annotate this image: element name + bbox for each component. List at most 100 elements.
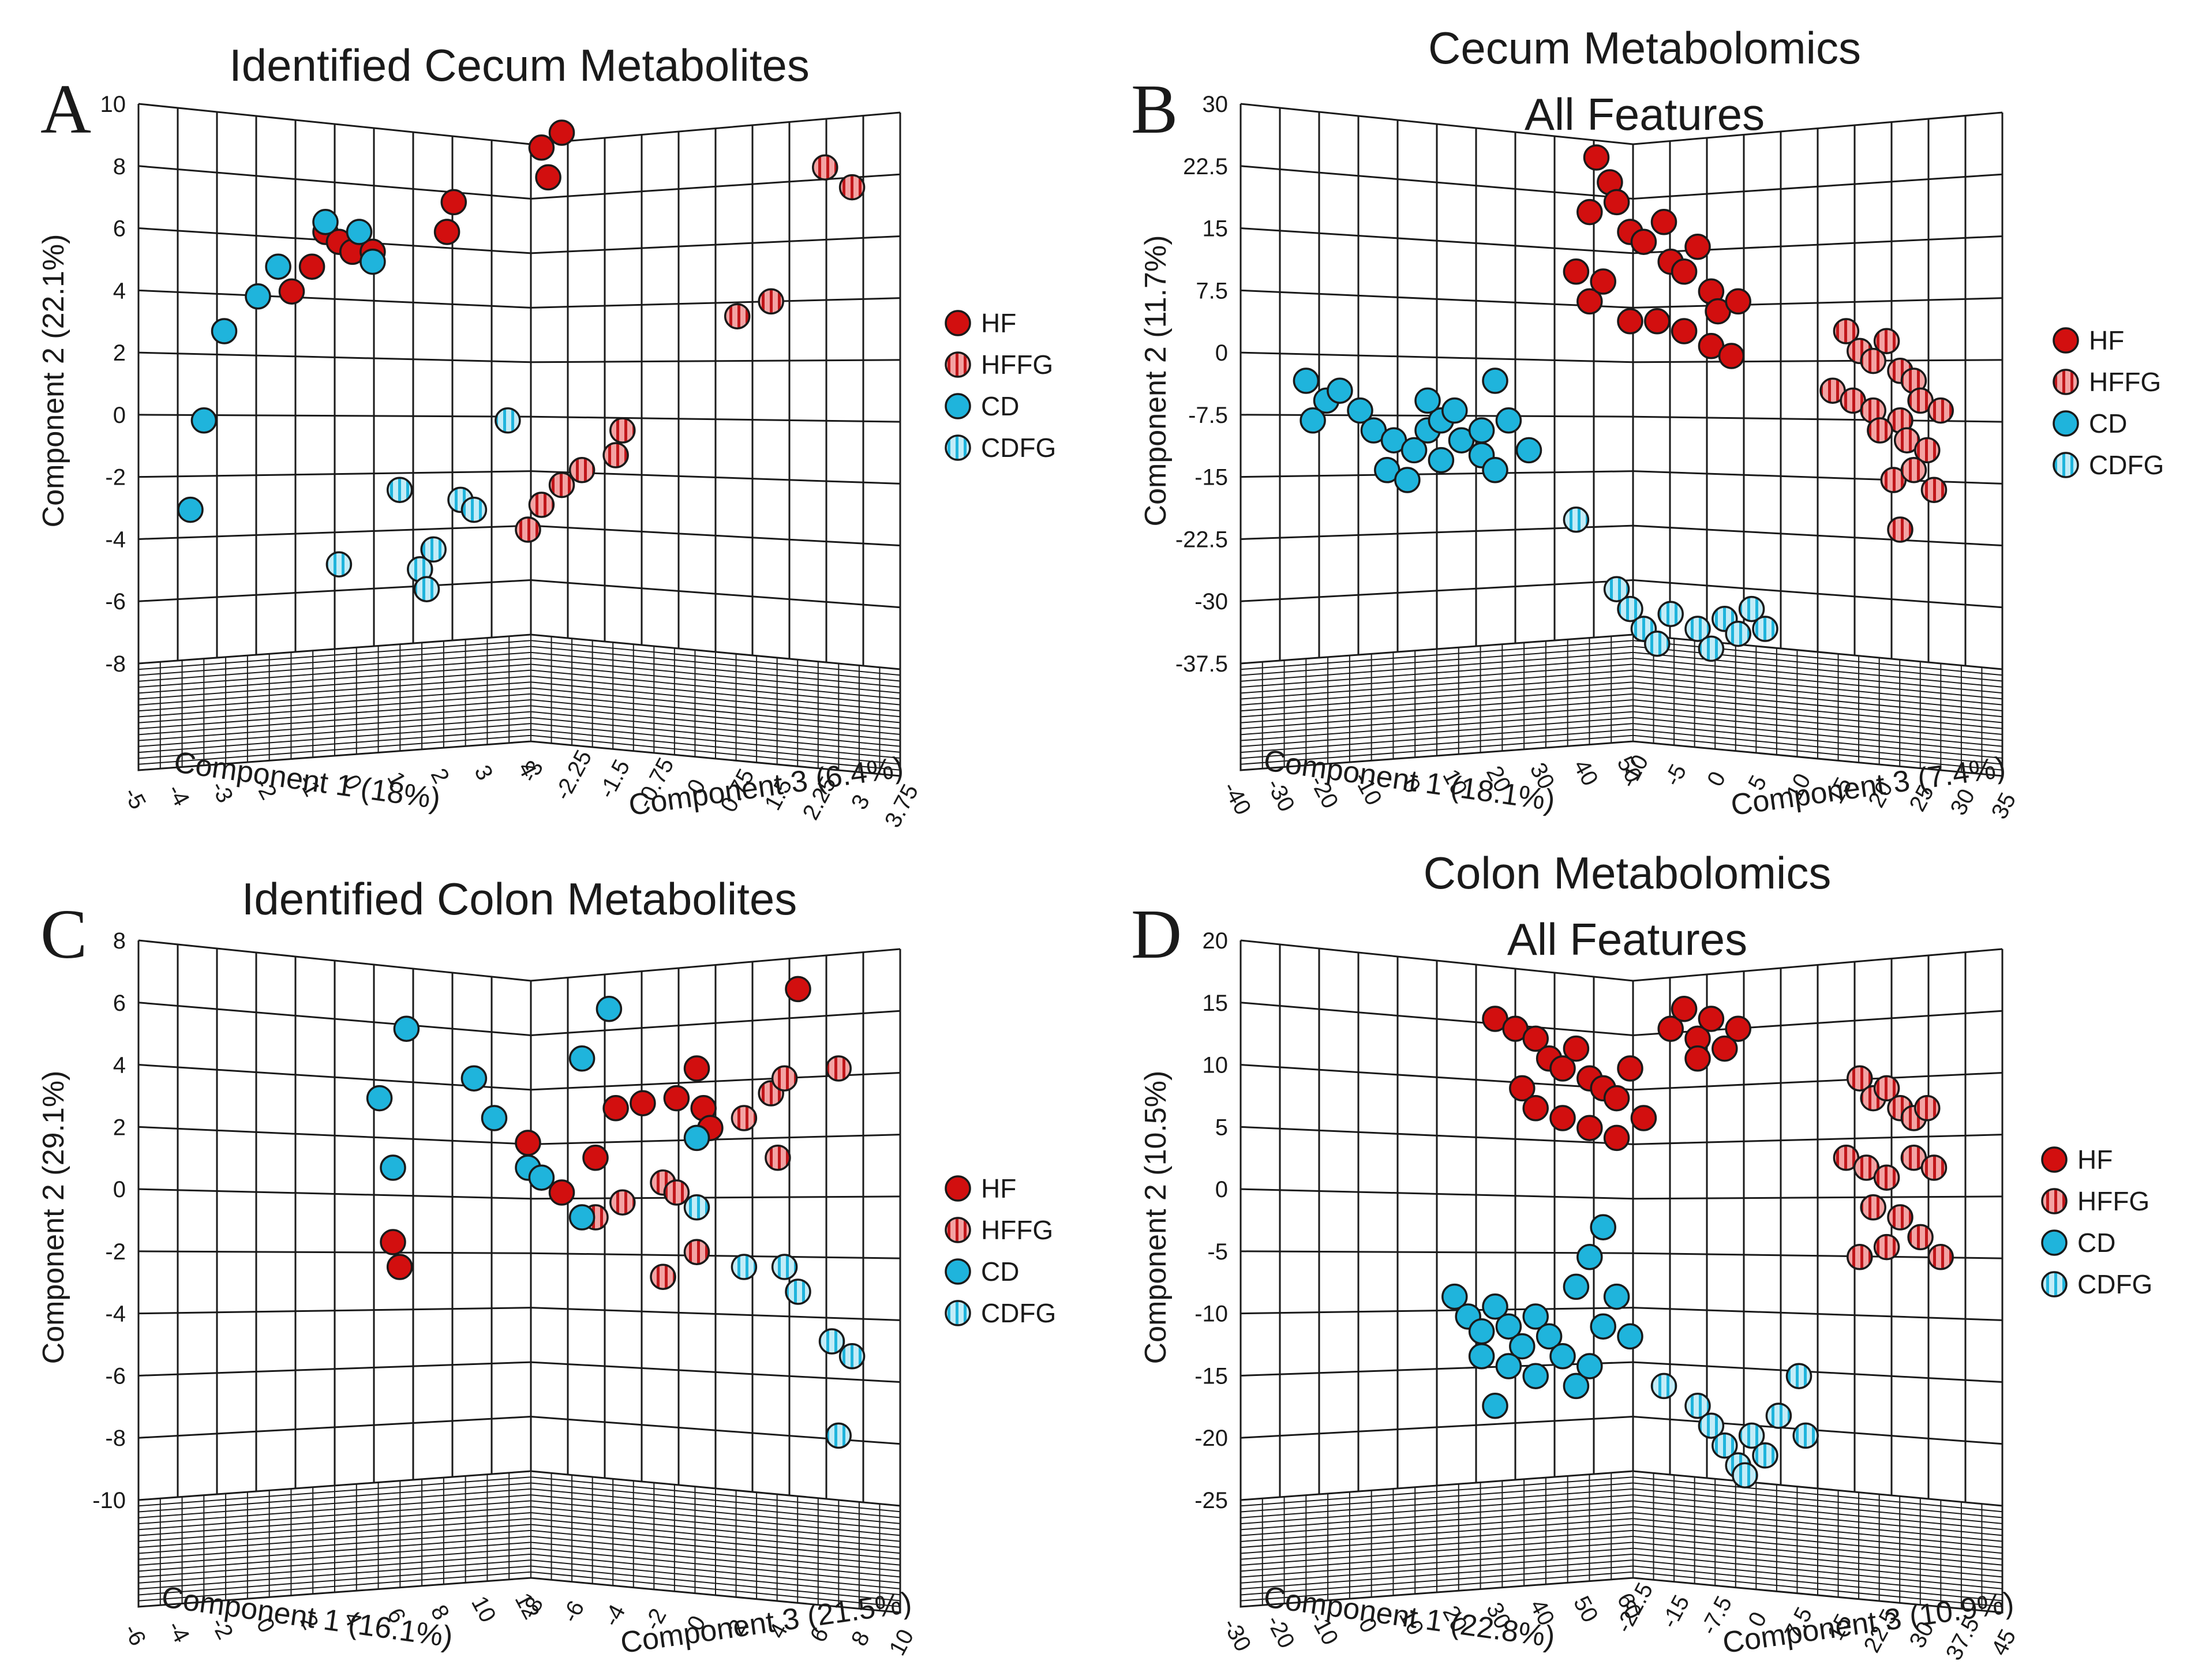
legend-label-cdfg: CDFG [981, 1298, 1056, 1328]
data-point-hf [1522, 1025, 1549, 1052]
data-point-cd [1441, 397, 1468, 424]
data-point-hffg [1873, 1075, 1900, 1102]
legend-label-hf: HF [2089, 325, 2124, 355]
floor-line [1632, 717, 2003, 753]
floor-line [1240, 1518, 1634, 1548]
x-tick-label: 10 [466, 1592, 501, 1626]
y-tick-label: -6 [105, 1363, 126, 1389]
data-point-hffg [1907, 1224, 1934, 1251]
data-point-cd [1394, 467, 1421, 493]
floor-line [1632, 681, 2003, 718]
panel-letter-b: B [1131, 70, 1178, 148]
data-point-cd [460, 1065, 488, 1092]
floor-line [530, 1512, 901, 1548]
y-tick-label: 15 [1203, 991, 1229, 1016]
data-point-cdfg [1698, 1412, 1725, 1439]
data-point-cd [1468, 417, 1495, 444]
y-tick-label: 2 [113, 1115, 126, 1140]
data-point-hf [663, 1085, 690, 1112]
y-axis-label: Component 2 (22.1%) [37, 234, 70, 528]
floor-line [1632, 663, 2003, 700]
data-point-cdfg [818, 1328, 845, 1355]
floor-line [138, 687, 531, 718]
panel-a: A Identified Cecum Metabolites -8 -6 -4 -2 0 2 4… [37, 40, 1056, 832]
x-tick-label: 40 [1568, 755, 1603, 790]
data-point-cdfg [1603, 576, 1630, 602]
legend-marker-cdfg [945, 1300, 971, 1326]
data-point-cdfg [325, 551, 353, 578]
data-point-cdfg [1644, 631, 1671, 657]
panel-letter-d: D [1131, 895, 1182, 973]
x-axis-label: Component 1 (22.8%) [1261, 1580, 1557, 1654]
floor-line [1240, 1506, 1634, 1536]
floor-line [138, 1471, 531, 1501]
floor-line [530, 651, 901, 688]
left-wall-grid [1239, 939, 1634, 1501]
floor-line [138, 681, 531, 712]
data-point-cd [1495, 407, 1522, 434]
floor-line [1240, 687, 1634, 718]
y-tick-label: 5 [1215, 1115, 1228, 1140]
z-tick-label: -10 [1616, 751, 1654, 792]
panel-d: D Colon Metabolomics All Features -25 -20 -15… [1131, 847, 2152, 1664]
data-point-cd [481, 1105, 508, 1131]
floor-line [530, 717, 901, 753]
z-tick-label: 3.75 [880, 780, 923, 831]
data-point-cd [359, 248, 386, 275]
data-point-hffg [1914, 1095, 1941, 1122]
z-tick-label: -3 [516, 756, 549, 786]
x-tick-label: -4 [162, 780, 194, 810]
data-point-cd [265, 253, 291, 280]
data-point-cdfg [1617, 595, 1643, 622]
x-axis-label: Component 1 (18%) [172, 745, 443, 816]
legend-label-hf: HF [981, 308, 1016, 338]
data-point-hffg [758, 288, 784, 315]
floor-line [138, 1565, 531, 1596]
y-tick-label: -8 [105, 1426, 126, 1451]
y-tick-label: -4 [105, 527, 126, 552]
y-tick-label: -4 [105, 1302, 126, 1327]
data-point-cd [177, 496, 204, 523]
y-tick-label: 0 [1215, 340, 1228, 366]
legend-marker-cd [2041, 1229, 2068, 1256]
panel-c: C Identified Colon Metabolites -10 -8 -6 -4 -2… [37, 873, 1056, 1660]
floor-line [1240, 669, 1634, 700]
data-point-hf [1590, 268, 1616, 295]
data-point-hffg [1887, 516, 1913, 543]
floor-line [1240, 1529, 1634, 1560]
floor-line [530, 663, 901, 700]
floor-line [1632, 640, 2003, 676]
data-point-cd [1603, 1283, 1630, 1310]
data-point-cd [1576, 1353, 1603, 1379]
data-point-hffg [1873, 1164, 1900, 1191]
floor-line [1240, 1488, 1634, 1518]
data-point-hf [582, 1145, 609, 1171]
legend-marker-hf [945, 1175, 971, 1202]
legend-marker-hf [2041, 1146, 2068, 1173]
floor-line [138, 699, 531, 730]
floor-line [138, 1524, 531, 1554]
floor-line [1632, 651, 2003, 688]
data-point-cd [366, 1085, 393, 1112]
chart-title: Identified Cecum Metabolites [229, 40, 810, 91]
floor-outline [1239, 1500, 2003, 1614]
y-axis-label: Component 2 (10.5%) [1139, 1071, 1173, 1364]
floor-line [138, 640, 531, 670]
floor-line [1240, 1559, 1634, 1590]
left-wall-grid [137, 103, 532, 665]
data-point-hf [1630, 1105, 1657, 1131]
left-wall-grid [137, 939, 532, 1501]
floor-line [1240, 681, 1634, 712]
floor-line [138, 711, 531, 741]
data-point-hf [1712, 1035, 1738, 1062]
data-point-cd [528, 1164, 555, 1191]
floor-line [138, 1547, 531, 1578]
data-point-cd [683, 1124, 710, 1152]
floor-line [1632, 1559, 2003, 1596]
floor-line [138, 1482, 531, 1513]
data-point-hffg [568, 457, 596, 483]
data-point-hf [1576, 198, 1603, 226]
floor-line [138, 1559, 531, 1590]
z-tick-label: -5 [1660, 760, 1692, 790]
floor-line [138, 1542, 531, 1572]
